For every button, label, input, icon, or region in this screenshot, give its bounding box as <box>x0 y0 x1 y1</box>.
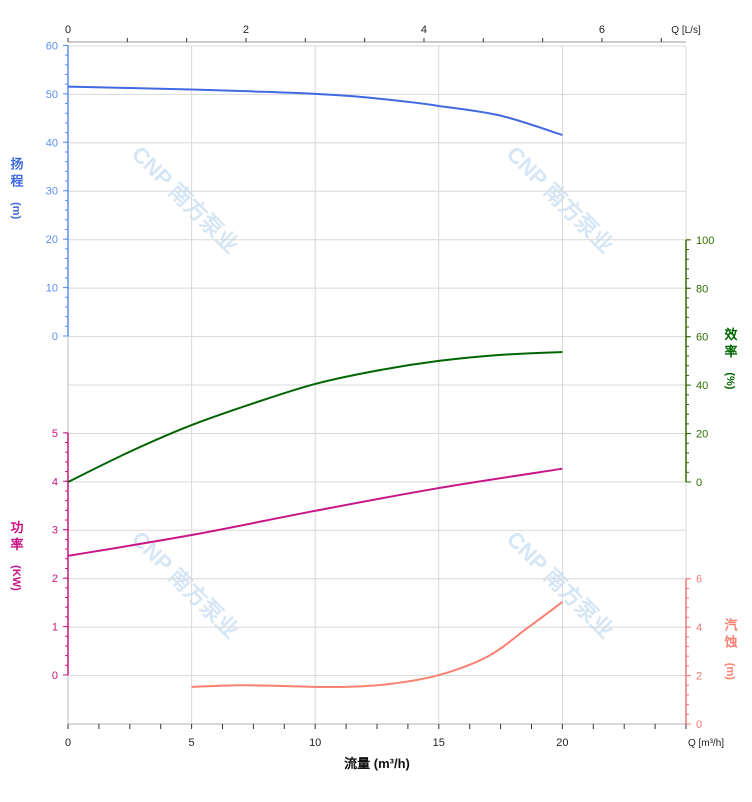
x-axis-title: 流量 (m³/h) <box>344 756 410 771</box>
power-tick-label: 2 <box>52 573 58 585</box>
x-axis-unit-label: Q [m³/h] <box>688 738 724 749</box>
x2-axis-unit-label: Q [L/s] <box>671 25 701 36</box>
x-tick-label: 15 <box>433 737 445 749</box>
head-tick-label: 10 <box>46 283 58 295</box>
power-curve <box>67 467 563 557</box>
head-axis-title-char: 程 <box>10 174 23 189</box>
efficiency-curve <box>67 350 563 483</box>
watermark-logo: CNP 南方泵业 <box>502 141 619 258</box>
head-tick-label: 20 <box>46 234 58 246</box>
npsh-tick-label: 0 <box>696 719 702 731</box>
x-tick-label: 10 <box>309 737 321 749</box>
x2-tick-label: 4 <box>421 24 427 36</box>
x2-tick-label: 6 <box>599 24 605 36</box>
efficiency-tick-label: 80 <box>696 283 708 295</box>
npsh-axis-title-char: 汽 <box>724 617 737 632</box>
efficiency-tick-label: 60 <box>696 332 708 344</box>
head-tick-label: 40 <box>46 137 58 149</box>
x2-tick-label: 2 <box>243 24 249 36</box>
head-axis-title-unit: (m) <box>10 202 22 219</box>
head-tick-label: 0 <box>52 331 58 343</box>
power-tick-label: 5 <box>52 428 58 440</box>
efficiency-tick-label: 20 <box>696 429 708 441</box>
head-axis-title-char: 扬 <box>10 157 23 172</box>
npsh-tick-label: 6 <box>696 574 702 586</box>
x-tick-label: 5 <box>189 737 195 749</box>
head-tick-label: 60 <box>46 40 58 52</box>
power-tick-label: 0 <box>52 670 58 682</box>
npsh-curve <box>191 601 563 689</box>
npsh-tick-label: 4 <box>696 622 702 634</box>
power-axis-title-unit: (KW) <box>10 565 22 591</box>
watermark-logo: CNP 南方泵业 <box>127 141 244 258</box>
efficiency-axis-title-char: 率 <box>724 344 737 359</box>
power-tick-label: 4 <box>52 476 58 488</box>
npsh-axis-title-char: 蚀 <box>723 634 737 649</box>
efficiency-tick-label: 0 <box>696 477 702 489</box>
power-axis-title-char: 功 <box>10 520 23 535</box>
efficiency-axis-title-unit: (%) <box>724 372 736 389</box>
npsh-axis-title-unit: (m) <box>724 663 736 680</box>
head-tick-label: 50 <box>46 89 58 101</box>
watermark-logo: CNP 南方泵业 <box>502 526 619 643</box>
x-tick-label: 20 <box>556 737 568 749</box>
efficiency-tick-label: 100 <box>696 235 714 247</box>
efficiency-tick-label: 40 <box>696 380 708 392</box>
npsh-tick-label: 2 <box>696 671 702 683</box>
x-tick-label: 0 <box>65 737 71 749</box>
power-tick-label: 3 <box>52 525 58 537</box>
head-tick-label: 30 <box>46 186 58 198</box>
head-curve <box>67 85 563 136</box>
power-axis-title-char: 率 <box>10 537 23 552</box>
efficiency-axis-title-char: 效 <box>724 327 738 342</box>
x2-tick-label: 0 <box>65 24 71 36</box>
power-tick-label: 1 <box>52 622 58 634</box>
